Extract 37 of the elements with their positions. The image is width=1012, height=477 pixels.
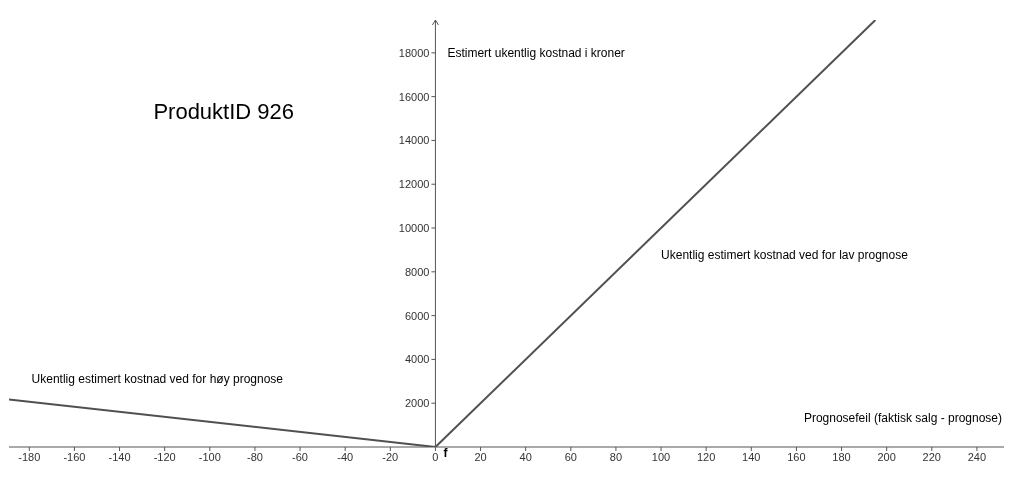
x-tick-label: 240	[967, 450, 987, 463]
x-tick-label: -120	[153, 450, 176, 463]
x-tick-label: -100	[198, 450, 221, 463]
x-tick-label: 80	[609, 450, 623, 463]
x-tick-label: 200	[877, 450, 896, 463]
y-tick-label: 10000	[398, 222, 430, 235]
x-tick-label: 100	[651, 450, 671, 463]
x-tick-label: 180	[832, 450, 851, 463]
y-axis-title: Estimert ukentlig kostnad i kroner	[447, 45, 625, 60]
x-tick-label: 120	[697, 450, 716, 463]
annotation: f	[443, 446, 449, 460]
x-tick-label: 40	[519, 450, 532, 463]
x-tick-label: -80	[246, 450, 263, 463]
x-tick-label: -20	[382, 450, 399, 463]
x-tick-label: -60	[292, 450, 309, 463]
x-tick-label: 220	[922, 450, 941, 463]
x-tick-label: -160	[63, 450, 86, 463]
y-tick-label: 6000	[404, 309, 430, 322]
x-tick-label: 140	[742, 450, 761, 463]
x-tick-label: -140	[108, 450, 131, 463]
y-tick-label: 2000	[404, 397, 430, 410]
x-tick-label: -40	[337, 450, 354, 463]
series-label: Ukentlig estimert kostnad ved for høy prognose	[31, 372, 284, 387]
x-tick-label: 160	[787, 450, 806, 463]
x-tick-label: 20	[474, 450, 487, 463]
y-tick-label: 14000	[398, 134, 430, 147]
x-tick-label: 60	[564, 450, 577, 463]
y-tick-label: 4000	[404, 353, 430, 366]
series-label: Ukentlig estimert kostnad ved for lav prognose	[661, 247, 909, 262]
x-tick-label: 0	[432, 450, 439, 463]
x-tick-label: -180	[18, 450, 41, 463]
text: ProduktID 926	[153, 98, 295, 124]
y-tick-label: 16000	[398, 90, 430, 103]
y-tick-label: 12000	[398, 178, 430, 191]
y-tick-label: 18000	[398, 46, 430, 59]
x-axis-title: Prognosefeil (faktisk salg - prognose)	[803, 410, 1002, 425]
y-tick-label: 8000	[404, 265, 430, 278]
